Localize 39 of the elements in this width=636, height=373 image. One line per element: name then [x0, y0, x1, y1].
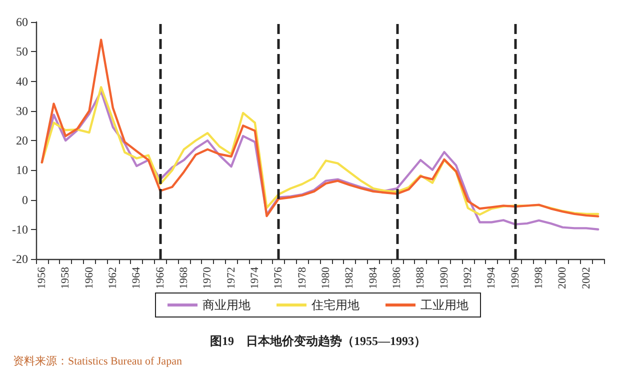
text: 图19 日本地价变动趋势（1955—1993）	[210, 334, 426, 348]
x-tick-label: 1996	[509, 266, 522, 289]
legend-label: 工业用地	[420, 298, 468, 312]
x-tick-label: 1998	[532, 266, 545, 289]
legend-label: 住宅用地	[310, 298, 360, 312]
x-tick-label: 1958	[60, 266, 72, 289]
x-tick-label: 1974	[248, 266, 261, 289]
x-tick-label: 1990	[438, 266, 450, 289]
y-tick-label: -10	[12, 222, 28, 236]
y-tick-label: 30	[16, 104, 28, 118]
x-tick-label: 1984	[367, 266, 380, 289]
text: 资料来源：Statistics Bureau of Japan	[13, 354, 182, 368]
y-tick-label: -20	[12, 252, 28, 266]
x-tick-label: 2000	[556, 266, 569, 289]
y-tick-label: 0	[22, 192, 28, 207]
x-tick-label: 1976	[272, 266, 285, 289]
x-tick-label: 1966	[154, 266, 166, 289]
x-tick-label: 1972	[225, 267, 238, 289]
line-series	[40, 38, 600, 218]
x-tick-label: 1980	[320, 266, 332, 289]
y-tick-label: 50	[16, 44, 28, 59]
x-tick-label: 1962	[106, 267, 119, 289]
x-tick-label: 1968	[178, 266, 190, 289]
x-tick-label: 1994	[486, 266, 498, 289]
x-tick-label: 1992	[462, 267, 474, 289]
y-tick-label: 20	[16, 134, 28, 148]
x-tick-label: 1956	[36, 266, 48, 289]
x-tick-label: 1986	[390, 266, 403, 289]
legend-label: 商业用地	[202, 298, 250, 312]
x-tick-label: 1982	[344, 267, 356, 289]
x-tick-label: 1964	[130, 266, 143, 289]
y-tick-label: 40	[16, 74, 28, 88]
x-tick-label: 2002	[580, 267, 592, 289]
y-tick-label: 10	[16, 163, 28, 178]
x-tick-label: 1970	[202, 266, 214, 289]
y-tick-label: 60	[16, 15, 28, 29]
x-tick-label: 1978	[296, 266, 308, 289]
x-tick-label: 1988	[414, 266, 427, 289]
x-tick-label: 1960	[83, 266, 96, 289]
